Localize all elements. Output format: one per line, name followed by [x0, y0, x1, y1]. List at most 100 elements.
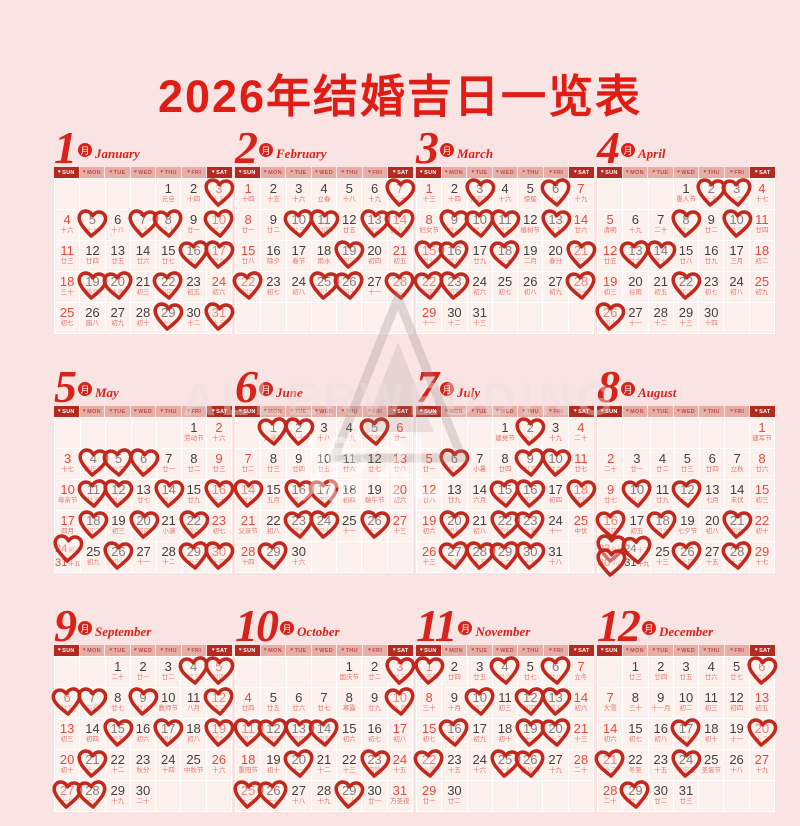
day-cell[interactable]: 8 廿二: [181, 449, 206, 479]
day-cell[interactable]: 21 十一: [77, 749, 108, 780]
day-cell[interactable]: 4 十六: [55, 210, 80, 240]
day-cell[interactable]: 20 十二: [540, 718, 571, 749]
day-cell[interactable]: 23 秋分: [130, 750, 156, 780]
day-cell[interactable]: 14 廿七: [646, 240, 677, 271]
day-cell[interactable]: 22 初六: [179, 510, 210, 541]
day-cell[interactable]: 10 初二: [673, 688, 699, 718]
day-cell[interactable]: 13 初四: [284, 718, 315, 749]
day-cell[interactable]: 1 十三: [417, 179, 442, 209]
day-cell[interactable]: 16 初八: [439, 718, 469, 749]
day-cell[interactable]: 15 廿七: [156, 241, 181, 271]
day-cell[interactable]: 18 雨水: [311, 241, 337, 271]
day-cell[interactable]: 3 元宵节: [465, 178, 496, 209]
day-cell[interactable]: 17 初四: [543, 480, 568, 510]
day-cell[interactable]: 11 初二: [233, 718, 264, 749]
day-cell[interactable]: 18 三十: [489, 240, 520, 271]
day-cell[interactable]: 28 十八: [77, 780, 107, 811]
day-cell[interactable]: 4 青年节: [78, 448, 109, 479]
day-cell[interactable]: 30 十二: [181, 303, 206, 333]
day-cell[interactable]: 26 初八: [518, 272, 543, 302]
day-cell[interactable]: 25 中秋节: [181, 750, 206, 780]
day-cell[interactable]: 11 廿五: [77, 479, 108, 510]
day-cell[interactable]: 1 愚人节: [673, 179, 699, 209]
day-cell[interactable]: 6 二十: [128, 448, 159, 479]
day-cell[interactable]: 19 初三: [598, 272, 623, 302]
day-cell[interactable]: 5 廿七: [518, 657, 543, 687]
day-cell[interactable]: 24 初八 31 十五: [53, 534, 83, 572]
day-cell[interactable]: 2 十四: [442, 179, 467, 209]
day-cell[interactable]: 8 廿一: [236, 210, 261, 240]
day-cell[interactable]: 16 初六: [130, 719, 156, 749]
day-cell[interactable]: 11 廿四: [309, 209, 340, 240]
day-cell[interactable]: 29 二十: [334, 780, 365, 811]
day-cell[interactable]: 14 初五: [308, 718, 339, 749]
day-cell[interactable]: 9 十一月: [648, 688, 673, 718]
day-cell[interactable]: 28 十五: [465, 541, 496, 572]
day-cell[interactable]: 25 初九: [749, 272, 774, 302]
day-cell[interactable]: 6 廿八: [747, 656, 778, 687]
day-cell[interactable]: 2 十六: [206, 418, 231, 448]
day-cell[interactable]: 10 初二: [464, 687, 495, 718]
day-cell[interactable]: 12 植树节: [518, 210, 543, 240]
day-cell[interactable]: 30 十二: [442, 303, 467, 333]
day-cell[interactable]: 26 十二: [359, 510, 390, 541]
day-cell[interactable]: 18 初二: [749, 241, 774, 271]
day-cell[interactable]: 18 初四: [337, 480, 362, 510]
day-cell[interactable]: 17 初九: [467, 719, 492, 749]
day-cell[interactable]: 9 廿一: [181, 210, 206, 240]
day-cell[interactable]: 2 廿四: [648, 657, 673, 687]
day-cell[interactable]: 9 廿二: [699, 210, 724, 240]
day-cell[interactable]: 2 十五: [696, 178, 727, 209]
day-cell[interactable]: 13 初五: [540, 687, 571, 718]
day-cell[interactable]: 16 初三: [515, 479, 546, 510]
day-cell[interactable]: 30 廿一: [362, 781, 387, 811]
day-cell[interactable]: 2 廿二: [362, 657, 387, 687]
day-cell[interactable]: 20 初六: [387, 480, 412, 510]
day-cell[interactable]: 18 三十: [55, 272, 80, 302]
day-cell[interactable]: 23 大暑: [514, 510, 545, 541]
day-cell[interactable]: 3 廿五: [467, 657, 492, 687]
day-cell[interactable]: 22 初六: [671, 271, 702, 302]
day-cell[interactable]: 24 初六: [206, 272, 231, 302]
day-cell[interactable]: 2 十五: [261, 179, 286, 209]
day-cell[interactable]: 22 初四: [152, 271, 183, 302]
day-cell[interactable]: 8 廿六: [750, 449, 774, 479]
day-cell[interactable]: 11 廿三: [55, 241, 80, 271]
day-cell[interactable]: 17 三月: [724, 241, 749, 271]
day-cell[interactable]: 17 初三: [308, 479, 339, 510]
day-cell[interactable]: 3 十七: [55, 449, 81, 479]
day-cell[interactable]: 21 十三: [594, 749, 625, 780]
day-cell[interactable]: 6 廿六: [286, 688, 311, 718]
day-cell[interactable]: 21 小满: [156, 511, 181, 541]
day-cell[interactable]: 26 十四: [671, 541, 702, 572]
day-cell[interactable]: 12 廿八: [417, 480, 442, 510]
day-cell[interactable]: 14 六月: [467, 480, 492, 510]
day-cell[interactable]: 18 初二: [78, 510, 109, 541]
day-cell[interactable]: 22 初十: [750, 511, 774, 541]
day-cell[interactable]: 12 初二: [203, 687, 234, 718]
day-cell[interactable]: 28 十二: [384, 271, 415, 302]
day-cell[interactable]: 6 十八: [540, 178, 571, 209]
day-cell[interactable]: 15 廿七: [414, 240, 445, 271]
day-cell[interactable]: 4 廿四: [236, 688, 261, 718]
day-cell[interactable]: 18 初五: [566, 479, 597, 510]
day-cell[interactable]: 16 廿八: [439, 240, 469, 271]
day-cell[interactable]: 24 初六: [467, 272, 492, 302]
day-cell[interactable]: 1 廿三: [623, 657, 648, 687]
day-cell[interactable]: 2 十七: [284, 417, 315, 448]
day-cell[interactable]: 13 七月: [700, 480, 725, 510]
day-cell[interactable]: 30 二十: [130, 781, 156, 811]
day-cell[interactable]: 11 廿六: [337, 449, 362, 479]
day-cell[interactable]: 15 五月: [261, 480, 286, 510]
day-cell[interactable]: 4 廿六: [699, 657, 724, 687]
day-cell[interactable]: 29 十五: [258, 541, 288, 572]
day-cell[interactable]: 20 十一: [283, 749, 314, 780]
day-cell[interactable]: 26 腊八: [80, 303, 105, 333]
day-cell[interactable]: 31 万圣夜: [387, 781, 412, 811]
day-cell[interactable]: 16 廿九: [699, 241, 724, 271]
day-cell[interactable]: 16 初四: [595, 510, 626, 541]
day-cell[interactable]: 27 十九: [543, 750, 568, 780]
day-cell[interactable]: 12 廿五: [337, 210, 362, 240]
day-cell[interactable]: 10 九月: [384, 687, 415, 718]
day-cell[interactable]: 20 大寒: [102, 271, 133, 302]
